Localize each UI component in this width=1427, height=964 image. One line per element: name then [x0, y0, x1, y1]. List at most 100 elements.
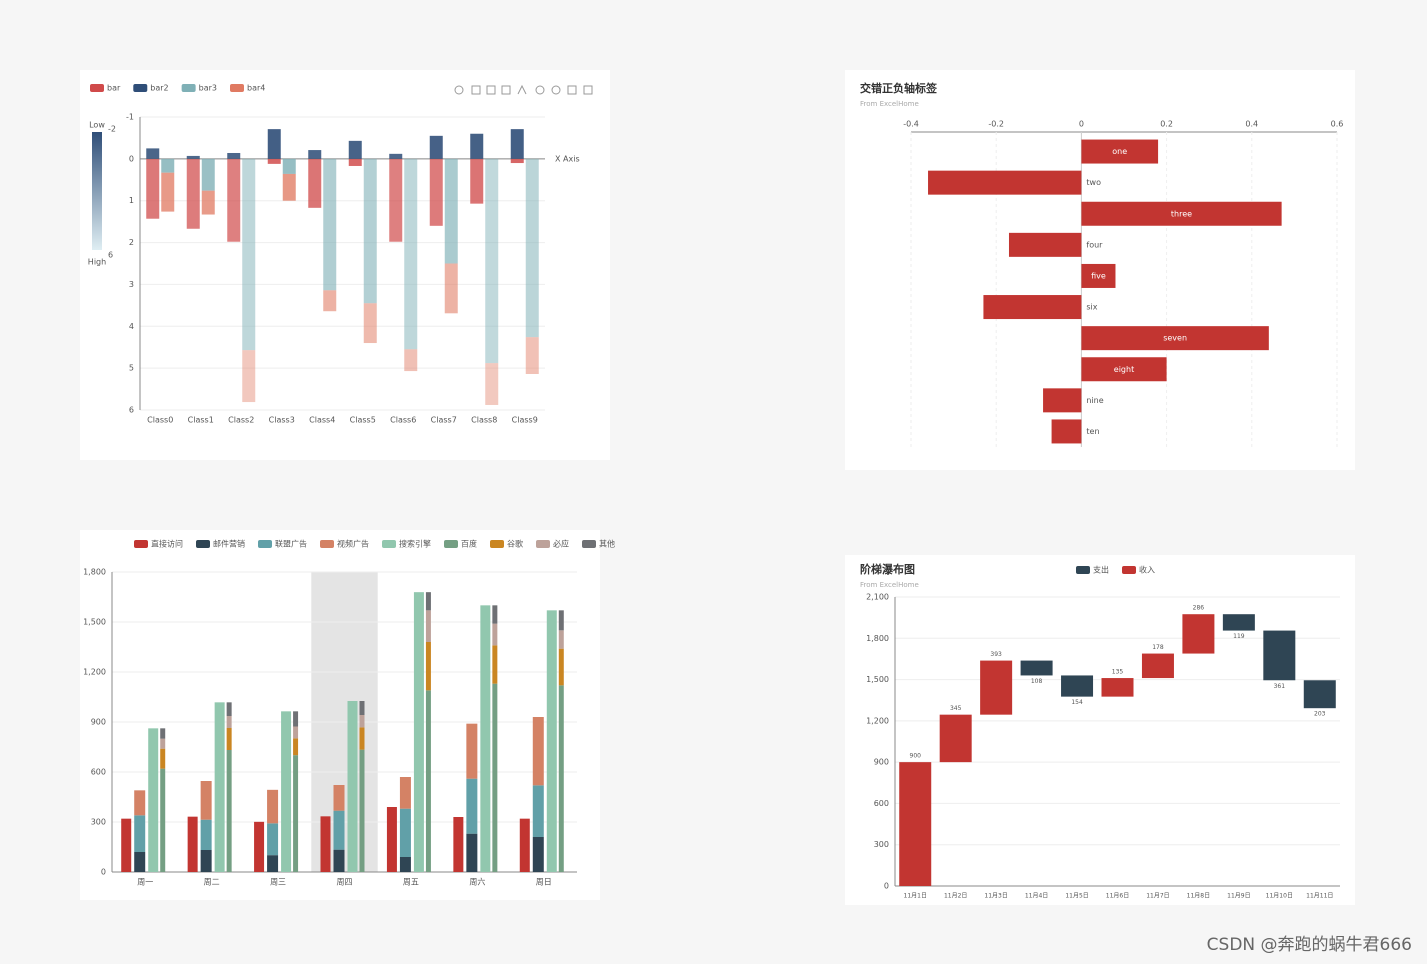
bar [363, 158, 377, 304]
x-tick-label: Class0 [147, 416, 173, 425]
x-tick-label: 11月3日 [984, 893, 1007, 900]
x-tick-label: Class6 [390, 416, 416, 425]
x-tick-label: Class4 [309, 416, 335, 425]
legend-label: bar [107, 84, 121, 93]
bar [1222, 614, 1255, 631]
bar-label: one [1112, 147, 1127, 156]
bar [429, 135, 443, 159]
y-tick-label: 1,800 [866, 634, 889, 643]
bar [134, 852, 146, 872]
y-tick-label: 0 [101, 868, 106, 877]
bar [485, 158, 499, 364]
legend-swatch [196, 540, 210, 548]
bar [1263, 630, 1296, 681]
tool-icon[interactable] [567, 85, 577, 95]
tool-icon[interactable] [517, 84, 527, 95]
tool-icon[interactable] [583, 85, 593, 95]
y-tick-label: 900 [91, 718, 106, 727]
legend-swatch [133, 84, 148, 92]
bar [282, 158, 296, 174]
tool-icon[interactable] [471, 85, 481, 95]
bar [267, 823, 279, 856]
x-tick-label: 0 [1079, 120, 1084, 129]
legend-label: 必应 [553, 539, 569, 549]
bar [928, 170, 1082, 195]
legend-swatch [1122, 566, 1136, 574]
bar [293, 755, 299, 872]
legend-label: 收入 [1139, 565, 1155, 575]
legend-label: bar4 [247, 84, 265, 93]
bar [363, 303, 377, 344]
bar [399, 857, 411, 872]
bar [453, 817, 464, 872]
bar [1061, 675, 1094, 697]
y-tick-label: 1 [129, 196, 134, 205]
legend-label: 其他 [599, 539, 615, 549]
bar [186, 158, 200, 229]
bar [510, 158, 524, 164]
tool-icon[interactable] [454, 85, 464, 95]
bar [1020, 660, 1053, 676]
visual-map-label: Low [89, 121, 105, 130]
legend-swatch [382, 540, 396, 548]
legend-swatch [320, 540, 334, 548]
x-tick-label: 周日 [536, 878, 552, 887]
visual-map-bar[interactable] [92, 132, 102, 250]
y-tick-label: 0 [884, 882, 889, 891]
legend-swatch [490, 540, 504, 548]
bar [1051, 419, 1082, 444]
bar [293, 738, 299, 756]
chart-title: 交错正负轴标签 [860, 81, 938, 95]
bar [160, 728, 166, 739]
y-tick-label: 1,500 [83, 618, 106, 627]
x-tick-label: Class3 [269, 416, 295, 425]
y-tick-label: 2 [129, 238, 134, 247]
legend-swatch [134, 540, 148, 548]
bar [160, 748, 166, 769]
legend-swatch [90, 84, 104, 92]
bar [939, 714, 972, 763]
legend-swatch [444, 540, 458, 548]
value-label: 393 [990, 651, 1002, 658]
x-tick-label: 0.4 [1245, 120, 1258, 129]
x-tick-label: 11月2日 [944, 893, 967, 900]
bar-label: five [1091, 271, 1106, 280]
bar [333, 810, 345, 850]
x-tick-label: 11月11日 [1306, 893, 1333, 900]
legend-label: 谷歌 [507, 539, 523, 549]
bar [359, 701, 365, 715]
tool-icon[interactable] [486, 85, 496, 95]
legend-swatch [230, 84, 244, 92]
tool-icon[interactable] [551, 85, 561, 95]
bar [525, 158, 539, 338]
legend-swatch [582, 540, 596, 548]
tool-icon[interactable] [535, 85, 545, 95]
x-tick-label: 0.2 [1160, 120, 1173, 129]
bar [333, 849, 345, 872]
y-tick-label: 5 [129, 364, 134, 373]
toolbox[interactable] [454, 84, 593, 95]
bar [214, 702, 225, 872]
y-tick-label: 1,500 [866, 675, 889, 684]
bar [492, 623, 498, 646]
bar [348, 140, 362, 159]
bar [242, 350, 256, 403]
y-tick-label: 600 [91, 768, 106, 777]
bar-label: seven [1163, 334, 1187, 343]
legend-label: 邮件营销 [213, 539, 245, 549]
tool-icon[interactable] [501, 85, 511, 95]
bar [485, 363, 499, 405]
bar [399, 808, 411, 857]
bar-label: four [1086, 240, 1103, 249]
bar [519, 818, 530, 872]
legend-label: 直接访问 [151, 539, 183, 549]
legend-label: 搜索引擎 [399, 539, 431, 549]
bar [226, 728, 232, 750]
value-label: 178 [1152, 644, 1164, 651]
y-tick-label: 1,200 [866, 716, 889, 725]
bar [1081, 201, 1282, 226]
bar [525, 337, 539, 375]
bar [187, 816, 198, 872]
bar [413, 592, 424, 872]
x-tick-label: Class2 [228, 416, 254, 425]
